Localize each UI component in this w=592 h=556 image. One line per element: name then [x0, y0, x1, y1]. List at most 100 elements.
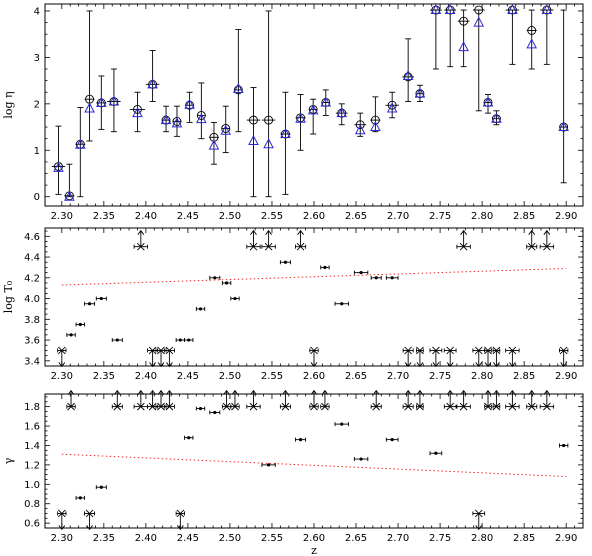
x-tick-label: 2.50 — [219, 533, 241, 544]
lower-limit-arrow — [157, 350, 165, 368]
x-tick-label: 2.90 — [555, 371, 577, 382]
data-point — [187, 338, 191, 342]
lower-limit-arrow — [475, 513, 483, 531]
data-point — [340, 422, 344, 426]
limit-marker — [459, 242, 468, 251]
x-tick-label: 2.55 — [261, 211, 283, 222]
y-tick-label: 0.8 — [24, 499, 40, 510]
upper-limit-arrow — [265, 229, 272, 247]
y-tick-label: 1.6 — [24, 422, 40, 433]
data-point-triangle — [84, 102, 95, 113]
x-tick-label: 2.35 — [93, 211, 115, 222]
y-tick-label: 3.4 — [24, 356, 40, 367]
data-point-circle — [370, 115, 380, 125]
data-point-triangle — [64, 190, 75, 201]
limit-marker — [404, 346, 412, 355]
x-tick-label: 2.80 — [471, 533, 493, 544]
x-tick-label: 2.80 — [471, 211, 493, 222]
lower-limit-arrow — [404, 350, 412, 368]
y-tick-label: 0.6 — [24, 519, 40, 530]
data-point-triangle — [307, 104, 319, 115]
limit-marker — [492, 346, 501, 355]
upper-limit-arrow — [250, 389, 257, 407]
y-axis-label: log η — [2, 91, 15, 118]
lower-limit-arrow — [310, 350, 318, 368]
upper-limit-arrow — [484, 389, 492, 407]
x-tick-label: 2.75 — [429, 211, 451, 222]
data-point-triangle — [220, 124, 232, 135]
data-point-triangle — [160, 114, 172, 125]
lower-limit-arrow — [509, 350, 516, 368]
lower-limit-arrow — [432, 350, 440, 368]
panel-log-eta: 2.30 2.35 2.40 2.45 2.50 2.55 2.60 2.65 2.70 2.75… — [2, 3, 584, 222]
upper-limit-arrow — [446, 389, 454, 407]
y-axis-label: γ — [2, 457, 15, 464]
data-point-triangle — [430, 3, 442, 15]
data-point-triangle — [473, 16, 485, 27]
data-point-triangle — [263, 138, 274, 149]
data-point-triangle — [558, 120, 569, 132]
limit-marker — [165, 346, 174, 355]
upper-limit-arrow — [137, 229, 145, 247]
x-tick-label: 2.60 — [303, 533, 325, 544]
data-point — [298, 438, 303, 442]
x-axis-label: z — [311, 544, 317, 556]
y-tick-label: 0 — [34, 192, 40, 203]
y-axis-label: log T₀ — [2, 280, 15, 313]
data-point-triangle — [208, 139, 220, 150]
data-point-triangle — [147, 78, 158, 89]
data-point — [115, 338, 119, 342]
trend-line — [61, 267, 567, 286]
upper-limit-arrow — [493, 389, 500, 407]
data-point — [198, 307, 203, 311]
upper-limit-arrow — [166, 389, 173, 407]
data-point — [434, 451, 438, 455]
data-point — [178, 338, 182, 342]
plot-frame — [44, 227, 584, 367]
upper-limit-arrow — [543, 389, 551, 407]
limit-marker — [296, 242, 305, 251]
data-point-circle — [264, 115, 274, 125]
lower-limit-arrow — [176, 513, 184, 531]
limit-marker — [446, 346, 454, 355]
data-point — [187, 436, 191, 440]
limit-marker — [559, 346, 568, 355]
data-point-triangle — [507, 3, 518, 15]
limit-marker — [527, 242, 536, 251]
data-point-triangle — [132, 107, 143, 118]
x-tick-label: 2.40 — [135, 371, 157, 382]
data-point — [78, 322, 82, 327]
data-point — [267, 463, 271, 467]
upper-limit-arrow — [460, 229, 467, 247]
data-point-triangle — [95, 96, 107, 107]
data-point — [374, 276, 378, 280]
x-tick-label: 2.65 — [345, 371, 367, 382]
trend-line — [61, 453, 567, 478]
x-tick-label: 2.60 — [303, 371, 325, 382]
limit-marker — [148, 346, 157, 355]
upper-limit-arrow — [231, 389, 239, 407]
upper-limit-arrow — [113, 389, 121, 407]
x-tick-label: 2.50 — [219, 371, 241, 382]
upper-limit-arrow — [250, 229, 257, 247]
y-tick-label: 4.0 — [24, 294, 40, 305]
x-tick-label: 2.35 — [93, 533, 115, 544]
data-point-triangle — [482, 96, 494, 107]
data-point — [233, 296, 237, 301]
panel-gamma: 2.30 2.35 2.40 2.45 2.50 2.55 2.60 2.65 2.70 2.75… — [2, 389, 584, 556]
x-tick-label: 2.90 — [555, 533, 577, 544]
upper-limit-arrow — [282, 389, 289, 407]
data-point-triangle — [491, 112, 502, 123]
data-point-circle — [221, 124, 231, 133]
y-tick-label: 1.2 — [24, 460, 40, 471]
upper-limit-arrow — [372, 389, 380, 407]
data-point — [359, 457, 363, 461]
upper-limit-arrow — [297, 229, 304, 247]
upper-limit-arrow — [416, 389, 424, 407]
lower-limit-arrow — [86, 513, 93, 531]
data-point-circle — [527, 26, 537, 35]
x-tick-label: 2.85 — [513, 533, 535, 544]
data-point-circle — [249, 115, 258, 125]
limit-marker — [249, 242, 258, 251]
